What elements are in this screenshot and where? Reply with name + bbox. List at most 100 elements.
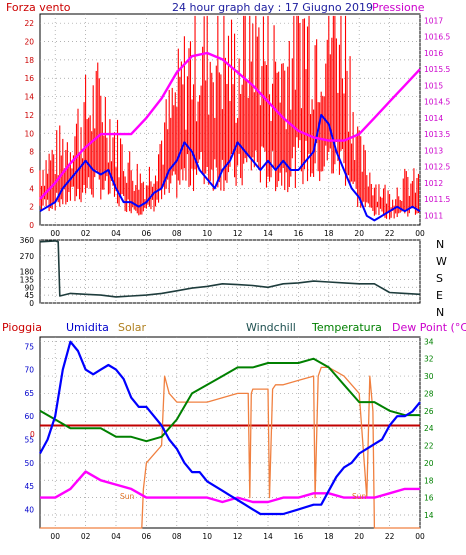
title-pressure: Pressione xyxy=(372,1,425,14)
title-date: 24 hour graph day : 17 Giugno 2019 xyxy=(172,1,373,14)
x-tick-label: 22 xyxy=(385,229,395,238)
x-tick-label: 16 xyxy=(294,229,304,238)
y-dir-tick-label: 90 xyxy=(24,283,34,292)
dir-label-n2: N xyxy=(436,306,444,319)
y-left-tick-label: 12 xyxy=(24,111,34,120)
y-temp-tick-label: 22 xyxy=(424,442,434,451)
dir-label-s: S xyxy=(436,272,443,285)
y-humidity-tick-label: 75 xyxy=(24,342,34,351)
y-right-tick-label: 1013.5 xyxy=(424,130,450,139)
y-temp-tick-label: 34 xyxy=(424,337,434,346)
y-dir-tick-label: 0 xyxy=(29,299,34,308)
legend-windchill: Windchill xyxy=(246,321,296,334)
y-right-tick-label: 1016 xyxy=(424,49,443,58)
tick-labels: 00 02 04 06 08 10 12 14 16 18 20 22 0002468101214161… xyxy=(20,16,451,541)
dewpoint-line xyxy=(40,470,420,504)
legend-dewpoint: Dew Point (°C) xyxy=(392,321,466,334)
y-temp-tick-label: 28 xyxy=(424,389,434,398)
y-humidity-tick-label: 45 xyxy=(24,482,34,491)
y-temp-tick-label: 24 xyxy=(424,424,434,433)
y-temp-tick-label: 26 xyxy=(424,407,434,416)
x-tick-label: 16 xyxy=(294,532,304,541)
x-tick-label: 18 xyxy=(324,229,334,238)
y-left-tick-label: 22 xyxy=(24,19,34,28)
y-temp-tick-label: 20 xyxy=(424,459,434,468)
y-right-tick-label: 1011 xyxy=(424,211,443,220)
x-tick-label: 00 xyxy=(50,229,60,238)
y-humidity-tick-label: 60 xyxy=(24,412,34,421)
x-tick-label: 08 xyxy=(172,229,182,238)
sun-annotation-2: Sun xyxy=(352,492,367,501)
y-right-tick-label: 1013 xyxy=(424,146,443,155)
legend-solar: Solar xyxy=(118,321,147,334)
humidity-line xyxy=(39,340,421,516)
x-tick-label: 02 xyxy=(81,229,91,238)
x-tick-label: 18 xyxy=(324,532,334,541)
panel3-frame xyxy=(39,336,421,529)
panel2-grid xyxy=(40,239,421,304)
y-temp-tick-label: 32 xyxy=(424,355,434,364)
dir-label-e: E xyxy=(436,289,443,302)
solar-line xyxy=(40,366,420,529)
y-right-tick-label: 1017 xyxy=(424,16,443,25)
y-temp-tick-label: 14 xyxy=(424,511,434,520)
y-humidity-tick-label: 40 xyxy=(24,505,34,514)
y-left-tick-label: 16 xyxy=(24,74,34,83)
x-tick-label: 22 xyxy=(385,532,395,541)
y-dir-tick-label: 360 xyxy=(20,236,35,245)
y-left-tick-label: 14 xyxy=(24,93,34,102)
x-tick-label: 20 xyxy=(354,532,364,541)
x-tick-label: 06 xyxy=(142,532,152,541)
y-right-tick-label: 1011.5 xyxy=(424,195,450,204)
y-right-tick-label: 1015.5 xyxy=(424,65,450,74)
x-tick-label: 08 xyxy=(172,532,182,541)
x-tick-label: 00 xyxy=(50,532,60,541)
y-humidity-tick-label: 70 xyxy=(24,366,34,375)
x-tick-label: 10 xyxy=(202,532,212,541)
y-left-tick-label: 20 xyxy=(24,38,34,47)
y-right-tick-label: 1012.5 xyxy=(424,163,450,172)
x-tick-label: 04 xyxy=(111,532,121,541)
y-temp-tick-label: 16 xyxy=(424,494,434,503)
y-right-tick-label: 1012 xyxy=(424,179,443,188)
y-left-tick-label: 6 xyxy=(29,166,34,175)
y-temp-tick-label: 18 xyxy=(424,476,434,485)
chart-marks xyxy=(39,15,421,529)
legend-umidita: Umidita xyxy=(66,321,109,334)
y-left-tick-label: 2 xyxy=(29,203,34,212)
y-right-tick-label: 1014.5 xyxy=(424,98,450,107)
panel3-grid xyxy=(40,337,421,528)
x-tick-label: 00 xyxy=(415,229,425,238)
x-tick-label: 02 xyxy=(81,532,91,541)
x-tick-label: 20 xyxy=(354,229,364,238)
pressure-line xyxy=(39,51,421,200)
y-dir-tick-label: 135 xyxy=(20,275,35,284)
wind-direction-line xyxy=(39,240,421,298)
dir-label-n1: N xyxy=(436,238,444,251)
y-right-tick-label: 1016.5 xyxy=(424,33,450,42)
y-humidity-tick-label: 50 xyxy=(24,459,34,468)
legend-temperatura: Temperatura xyxy=(311,321,382,334)
x-tick-label: 12 xyxy=(233,229,243,238)
title-wind: Forza vento xyxy=(6,1,71,14)
y-humidity-tick-label: 55 xyxy=(24,435,34,444)
x-tick-label: 04 xyxy=(111,229,121,238)
x-tick-label: 00 xyxy=(415,532,425,541)
y-temp-tick-label: 30 xyxy=(424,372,434,381)
rain-zero-label: 0 xyxy=(30,430,35,439)
y-left-tick-label: 4 xyxy=(29,184,34,193)
dir-label-w: W xyxy=(436,255,447,268)
y-humidity-tick-label: 65 xyxy=(24,389,34,398)
x-tick-label: 14 xyxy=(263,532,273,541)
x-tick-label: 14 xyxy=(263,229,273,238)
y-dir-tick-label: 45 xyxy=(24,291,34,300)
x-tick-label: 06 xyxy=(142,229,152,238)
y-left-tick-label: 10 xyxy=(24,129,34,138)
sun-annotation-1: Sun xyxy=(120,492,135,501)
y-dir-tick-label: 180 xyxy=(20,268,35,277)
wind-avg-line xyxy=(39,113,421,222)
x-tick-label: 12 xyxy=(233,532,243,541)
x-tick-label: 10 xyxy=(202,229,212,238)
